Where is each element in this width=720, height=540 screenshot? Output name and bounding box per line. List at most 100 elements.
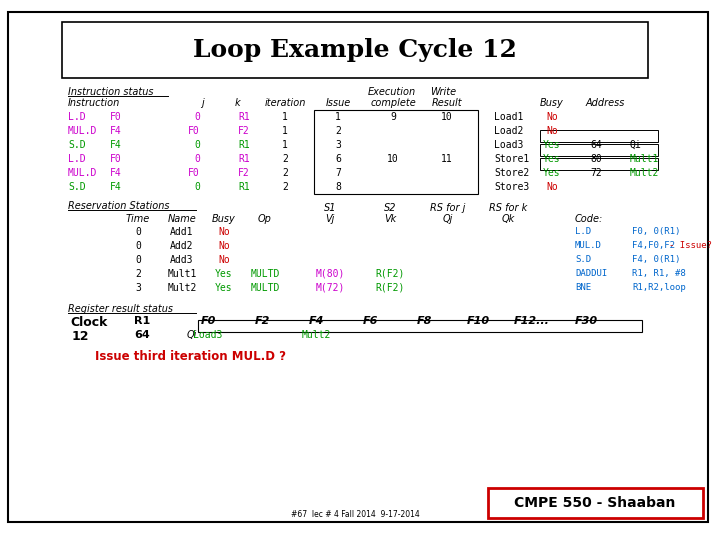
Text: 2: 2 bbox=[335, 126, 341, 136]
Text: Qj: Qj bbox=[443, 214, 453, 224]
Text: Store2: Store2 bbox=[494, 168, 529, 178]
Text: No: No bbox=[546, 112, 558, 122]
Text: Address: Address bbox=[585, 98, 625, 108]
Text: 64: 64 bbox=[590, 140, 602, 150]
Text: 7: 7 bbox=[335, 168, 341, 178]
Text: R1: R1 bbox=[134, 316, 150, 326]
Text: F4: F4 bbox=[110, 168, 122, 178]
Text: 6: 6 bbox=[335, 154, 341, 164]
Text: F4: F4 bbox=[308, 316, 324, 326]
Text: CMPE 550 - Shaaban: CMPE 550 - Shaaban bbox=[514, 496, 675, 510]
Text: 1: 1 bbox=[282, 112, 288, 122]
Text: 8: 8 bbox=[335, 182, 341, 192]
Text: Issue third iteration MUL.D ?: Issue third iteration MUL.D ? bbox=[95, 350, 286, 363]
Text: 0: 0 bbox=[135, 227, 141, 237]
Text: 9: 9 bbox=[390, 112, 396, 122]
Text: R1, R1, #8: R1, R1, #8 bbox=[632, 269, 685, 278]
Text: Load2: Load2 bbox=[494, 126, 523, 136]
Text: 80: 80 bbox=[590, 154, 602, 164]
Text: Yes: Yes bbox=[543, 168, 561, 178]
Text: S1: S1 bbox=[324, 203, 336, 213]
Text: Result: Result bbox=[432, 98, 462, 108]
Text: Mult2: Mult2 bbox=[301, 330, 330, 340]
Text: Mult2: Mult2 bbox=[630, 168, 660, 178]
Text: R1: R1 bbox=[238, 154, 250, 164]
Text: Write: Write bbox=[430, 87, 456, 97]
Bar bbox=[540, 144, 658, 156]
Text: j: j bbox=[201, 98, 203, 108]
Text: Execution: Execution bbox=[368, 87, 416, 97]
Text: 1: 1 bbox=[335, 112, 341, 122]
Text: F0: F0 bbox=[188, 126, 200, 136]
Text: R1: R1 bbox=[238, 182, 250, 192]
Text: 10: 10 bbox=[387, 154, 399, 164]
Text: M(80): M(80) bbox=[315, 269, 345, 279]
Text: 0: 0 bbox=[194, 140, 200, 150]
Text: F12...: F12... bbox=[514, 316, 550, 326]
Text: Load3: Load3 bbox=[193, 330, 222, 340]
Text: MULTD: MULTD bbox=[251, 283, 279, 293]
Text: MULTD: MULTD bbox=[251, 269, 279, 279]
Text: Register result status: Register result status bbox=[68, 304, 173, 314]
Text: Add1: Add1 bbox=[170, 227, 194, 237]
Text: iteration: iteration bbox=[264, 98, 306, 108]
Text: Load3: Load3 bbox=[494, 140, 523, 150]
Text: No: No bbox=[546, 182, 558, 192]
Text: RS for k: RS for k bbox=[489, 203, 527, 213]
Text: F2: F2 bbox=[254, 316, 270, 326]
Text: F0: F0 bbox=[110, 112, 122, 122]
Text: F0: F0 bbox=[110, 154, 122, 164]
Text: R1,R2,loop: R1,R2,loop bbox=[632, 283, 685, 292]
Text: Mult2: Mult2 bbox=[167, 283, 197, 293]
Text: L.D: L.D bbox=[575, 227, 591, 236]
Text: Name: Name bbox=[168, 214, 197, 224]
Text: 0: 0 bbox=[135, 255, 141, 265]
Text: 0: 0 bbox=[135, 241, 141, 251]
Bar bbox=[62, 22, 648, 78]
Text: Load1: Load1 bbox=[494, 112, 523, 122]
Text: F30: F30 bbox=[575, 316, 598, 326]
Text: Store3: Store3 bbox=[494, 182, 529, 192]
Text: No: No bbox=[218, 227, 230, 237]
Text: F4: F4 bbox=[110, 140, 122, 150]
Text: Yes: Yes bbox=[543, 140, 561, 150]
Text: - Issue?: - Issue? bbox=[669, 241, 712, 250]
Text: Store1: Store1 bbox=[494, 154, 529, 164]
Text: Qk: Qk bbox=[501, 214, 515, 224]
Text: RS for j: RS for j bbox=[431, 203, 466, 213]
Text: k: k bbox=[234, 98, 240, 108]
Text: 0: 0 bbox=[194, 112, 200, 122]
Text: Vj: Vj bbox=[325, 214, 335, 224]
Text: Qi: Qi bbox=[186, 330, 197, 340]
Text: Add3: Add3 bbox=[170, 255, 194, 265]
Text: F0: F0 bbox=[188, 168, 200, 178]
Text: S.D: S.D bbox=[575, 255, 591, 264]
Text: 3: 3 bbox=[135, 283, 141, 293]
Text: Yes: Yes bbox=[215, 283, 233, 293]
Text: Instruction: Instruction bbox=[68, 98, 120, 108]
Text: 10: 10 bbox=[441, 112, 453, 122]
Text: complete: complete bbox=[370, 98, 416, 108]
Text: F8: F8 bbox=[416, 316, 432, 326]
Bar bbox=[314, 110, 478, 194]
Text: No: No bbox=[218, 255, 230, 265]
Text: Yes: Yes bbox=[215, 269, 233, 279]
Text: Busy: Busy bbox=[212, 214, 236, 224]
Text: 1: 1 bbox=[282, 126, 288, 136]
Text: No: No bbox=[546, 126, 558, 136]
Text: No: No bbox=[218, 241, 230, 251]
Text: F4: F4 bbox=[110, 182, 122, 192]
Bar bbox=[540, 130, 658, 142]
Text: Issue: Issue bbox=[325, 98, 351, 108]
Text: Op: Op bbox=[258, 214, 272, 224]
Text: F4: F4 bbox=[110, 126, 122, 136]
Text: 0: 0 bbox=[194, 182, 200, 192]
Text: S.D: S.D bbox=[68, 182, 86, 192]
Text: F6: F6 bbox=[362, 316, 378, 326]
Text: M(72): M(72) bbox=[315, 283, 345, 293]
Text: Add2: Add2 bbox=[170, 241, 194, 251]
Text: L.D: L.D bbox=[68, 112, 86, 122]
Text: Mult1: Mult1 bbox=[630, 154, 660, 164]
Text: #67  lec # 4 Fall 2014  9-17-2014: #67 lec # 4 Fall 2014 9-17-2014 bbox=[291, 510, 419, 519]
Text: R1: R1 bbox=[238, 140, 250, 150]
